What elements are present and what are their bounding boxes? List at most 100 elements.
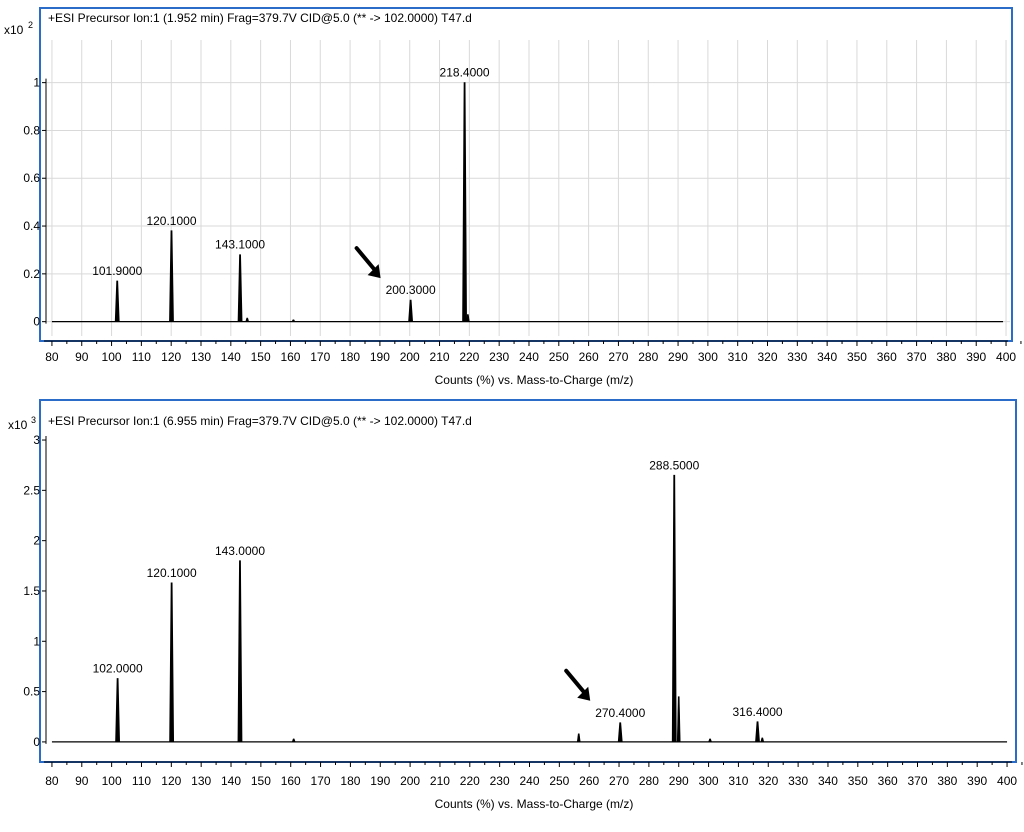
x-tick-label: 320 [757,350,777,364]
spectrum-peak [617,722,623,743]
y-tick-label: 0.8 [23,123,40,137]
spectrum-peak [671,474,677,743]
x-tick-label: 250 [549,350,569,364]
x-tick-label: 380 [937,774,957,788]
x-tick-label: 270 [609,774,629,788]
annotation-arrow [354,246,381,279]
y-axis: 0 0.5 1 1.5 2 2.5 3 [23,433,47,749]
chart-title: +ESI Precursor Ion:1 (6.955 min) Frag=37… [48,414,472,428]
peak-label: 143.0000 [215,544,265,558]
spectrum-peak [408,299,414,323]
x-tick-label: 370 [907,774,927,788]
minor-peak [676,696,681,743]
x-tick-label: 330 [787,350,807,364]
spectrum-peak [169,582,175,743]
x-tick-label: 340 [818,774,838,788]
x-tick-label: 230 [490,774,510,788]
x-tick-label: 90 [75,774,89,788]
peak-label: 120.1000 [147,566,197,580]
spectrum-peak [169,230,174,323]
spectrum-panel-top: +ESI Precursor Ion:1 (1.952 min) Frag=37… [0,0,1024,395]
x-tick-label: 360 [878,774,898,788]
x-tick-label: 260 [579,774,599,788]
x-axis: 80 90 100 110 120 130 140 150 160 170 180 190 200 210… [44,340,1022,364]
x-tick-label: 110 [132,350,151,364]
y-tick-label: 1.5 [23,584,40,598]
x-tick-label: 80 [45,774,59,788]
peak-labels: 101.9000 120.1000 143.1000 200.3000 218.4000 [92,66,490,298]
arrow-head [577,686,591,701]
minor-peak [466,314,470,322]
mass-spectrum-chart-2: +ESI Precursor Ion:1 (6.955 min) Frag=37… [8,399,1023,811]
y-tick-label: 0 [33,315,40,329]
spectrum-panel-bottom: +ESI Precursor Ion:1 (6.955 min) Frag=37… [0,395,1024,832]
x-axis-label: Counts (%) vs. Mass-to-Charge (m/z) [435,797,634,811]
x-tick-label: 170 [310,350,330,364]
x-tick-label: 190 [370,350,390,364]
peak-label: 316.4000 [732,705,782,719]
x-tick-label: 210 [430,774,450,788]
peak-labels: 102.0000 120.1000 143.0000 270.4000 288.5000… [93,458,783,720]
spectrum-series [51,474,1008,743]
x-tick-label: 100 [102,350,122,364]
x-tick-label: 340 [817,350,837,364]
x-tick-label: 120 [161,350,181,364]
arrow-shaft [564,668,589,697]
minor-peak [576,733,581,743]
spectrum-peak [114,280,120,323]
peak-label: 288.5000 [649,458,699,472]
x-tick-label: 180 [340,774,360,788]
y-tick-label: 0 [33,735,40,749]
x-tick-label: 200 [400,774,420,788]
x-tick-label: 220 [460,774,480,788]
x-axis-label: Counts (%) vs. Mass-to-Charge (m/z) [435,373,634,387]
minor-peak [291,738,296,743]
x-tick-label: 160 [280,350,300,364]
y-exponent: 3 [31,415,36,425]
peak-label: 218.4000 [440,66,490,80]
x-tick-label: 390 [966,350,986,364]
x-tick-label: 380 [936,350,956,364]
peak-label: 200.3000 [386,283,436,297]
x-tick-label: 350 [848,774,868,788]
x-tick-label: 210 [430,350,450,364]
x-tick-label: 140 [221,774,241,788]
x-tick-label: 260 [579,350,599,364]
minor-peak [760,737,765,743]
y-axis: 0 0.2 0.4 0.6 0.8 1 [23,76,47,329]
y-multiplier: x10 [4,23,24,37]
peak-label: 102.0000 [93,662,143,676]
annotation-arrow [564,668,591,701]
spectrum-peak [115,678,121,743]
peak-label: 101.9000 [92,264,142,278]
plot-frame [39,7,1013,342]
grid-lines [42,40,1010,336]
spectrum-series [51,82,1004,323]
x-tick-label: 350 [847,350,867,364]
mass-spectrum-chart-1: +ESI Precursor Ion:1 (1.952 min) Frag=37… [4,7,1022,387]
spectrum-peak [237,560,243,743]
x-tick-label: 250 [549,774,569,788]
plot-frame [39,399,1017,763]
y-tick-label: 0.5 [23,685,40,699]
y-tick-label: 2.5 [23,483,40,497]
peak-label: 120.1000 [146,214,196,228]
x-tick-label: 330 [788,774,808,788]
peak-label: 270.4000 [595,706,645,720]
y-tick-label: 1 [33,76,40,90]
x-tick-label: 270 [608,350,628,364]
x-tick-label: 140 [221,350,241,364]
x-tick-label: 220 [459,350,479,364]
x-tick-label: 290 [668,350,688,364]
x-tick-label: 400 [997,774,1017,788]
x-tick-label: 160 [281,774,301,788]
x-tick-label: 200 [400,350,420,364]
x-tick-label: 110 [132,774,151,788]
x-tick-label: 80 [45,350,59,364]
y-exponent: 2 [28,20,33,30]
x-tick-label: 300 [699,774,719,788]
x-tick-label: 170 [311,774,331,788]
y-multiplier: x10 [8,418,28,432]
y-tick-label: 2 [33,534,40,548]
x-tick-label: 190 [370,774,390,788]
